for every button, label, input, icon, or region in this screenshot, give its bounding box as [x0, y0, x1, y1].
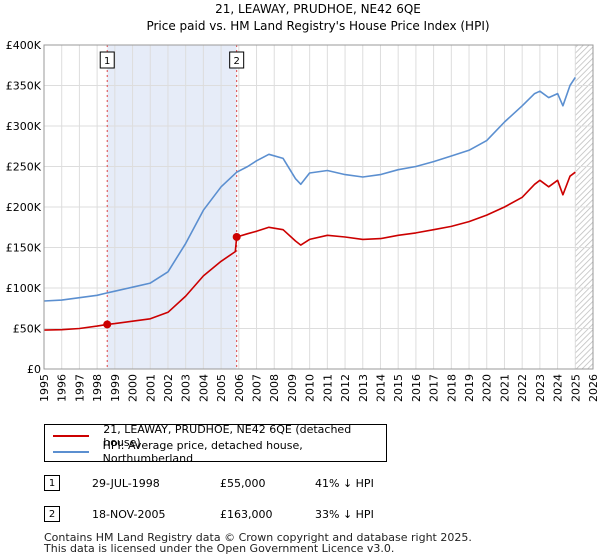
- y-tick-label: £300K: [6, 120, 42, 133]
- x-tick-label: 2020: [481, 374, 494, 402]
- x-tick-label: 2012: [339, 374, 352, 402]
- footer-licence: This data is licensed under the Open Gov…: [44, 542, 395, 555]
- x-tick-label: 2017: [428, 374, 441, 402]
- x-tick-label: 2008: [268, 374, 281, 402]
- legend: 21, LEAWAY, PRUDHOE, NE42 6QE (detached …: [44, 423, 387, 465]
- y-tick-label: £150K: [6, 242, 42, 255]
- footer-copyright: Contains HM Land Registry data © Crown c…: [44, 531, 472, 544]
- x-tick-label: 2022: [516, 374, 529, 402]
- x-tick-label: 2026: [587, 374, 600, 402]
- x-tick-label: 2015: [392, 374, 405, 402]
- legend-hpi-swatch: [53, 451, 89, 453]
- y-tick-label: £350K: [6, 80, 42, 93]
- y-tick-label: £200K: [6, 201, 42, 214]
- chart-title: 21, LEAWAY, PRUDHOE, NE42 6QE: [215, 2, 421, 16]
- y-tick-label: £250K: [6, 161, 42, 174]
- x-tick-label: 2009: [286, 374, 299, 402]
- legend-price-swatch: [53, 435, 90, 437]
- legend-item-price: 21, LEAWAY, PRUDHOE, NE42 6QE (detached …: [53, 423, 386, 449]
- x-tick-label: 2018: [445, 374, 458, 402]
- price-chart: 21, LEAWAY, PRUDHOE, NE42 6QE Price paid…: [6, 2, 600, 402]
- y-tick-label: £0: [27, 363, 41, 376]
- price-series-line: [43, 171, 576, 331]
- transaction-price: £163,000: [220, 508, 273, 521]
- transaction-price: £55,000: [220, 477, 266, 490]
- y-tick-label: £100K: [6, 282, 42, 295]
- y-tick-label: £400K: [6, 39, 42, 52]
- x-tick-label: 1997: [73, 374, 86, 402]
- x-tick-label: 2025: [569, 374, 582, 402]
- annotation-label: 1: [104, 56, 110, 67]
- x-tick-label: 2019: [463, 374, 476, 402]
- x-tick-label: 2016: [410, 374, 423, 402]
- annotation-label: 2: [233, 56, 239, 67]
- x-tick-label: 2023: [534, 374, 547, 402]
- x-tick-label: 2021: [498, 374, 511, 402]
- x-tick-label: 2006: [233, 374, 246, 402]
- chart-subtitle: Price paid vs. HM Land Registry's House …: [146, 19, 489, 33]
- plot-frame: [43, 44, 594, 370]
- x-tick-label: 2007: [251, 374, 264, 402]
- annotation-box: [99, 51, 115, 69]
- legend-item-hpi: HPI: Average price, detached house, Nort…: [53, 439, 386, 465]
- legend-hpi-label: HPI: Average price, detached house, Nort…: [102, 439, 303, 465]
- x-tick-label: 1996: [56, 374, 69, 402]
- x-tick-label: 1998: [91, 374, 104, 402]
- hpi-series-line: [43, 76, 576, 302]
- x-tick-label: 1995: [38, 374, 51, 402]
- sale-point: [103, 320, 112, 329]
- x-tick-label: 2011: [321, 374, 334, 402]
- x-tick-label: 2000: [127, 374, 140, 402]
- x-tick-label: 2010: [304, 374, 317, 402]
- x-tick-label: 2014: [374, 374, 387, 402]
- transaction-badge: 1: [44, 475, 60, 491]
- annotation-box: [229, 51, 245, 69]
- x-tick-label: 2003: [180, 374, 193, 402]
- x-tick-label: 2024: [552, 374, 565, 402]
- x-tick-label: 2013: [357, 374, 370, 402]
- x-tick-label: 1999: [109, 374, 122, 402]
- x-tick-label: 2002: [162, 374, 175, 402]
- transaction-badge: 2: [44, 506, 60, 522]
- y-tick-label: £50K: [13, 323, 42, 336]
- transaction-hpi-diff: 33% ↓ HPI: [315, 508, 374, 521]
- x-tick-label: 2005: [215, 374, 228, 402]
- transaction-date: 29-JUL-1998: [92, 477, 160, 490]
- transaction-date: 18-NOV-2005: [92, 508, 166, 521]
- x-tick-label: 2004: [197, 374, 210, 402]
- x-tick-label: 2001: [144, 374, 157, 402]
- transaction-hpi-diff: 41% ↓ HPI: [315, 477, 374, 490]
- sale-point: [232, 232, 241, 241]
- legend-price-label: 21, LEAWAY, PRUDHOE, NE42 6QE (detached …: [103, 423, 352, 449]
- footer: Contains HM Land Registry data © Crown c…: [44, 532, 472, 554]
